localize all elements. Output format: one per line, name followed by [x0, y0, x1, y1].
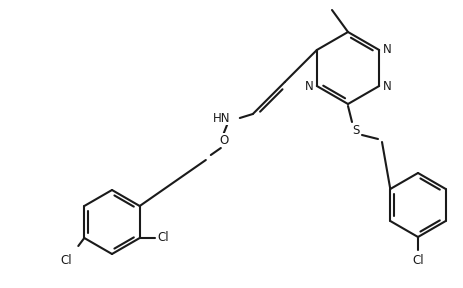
Text: Cl: Cl — [61, 254, 72, 267]
Text: HN: HN — [213, 111, 230, 124]
Text: N: N — [382, 81, 391, 94]
Text: S: S — [351, 124, 359, 137]
Text: N: N — [382, 43, 391, 56]
Text: Cl: Cl — [157, 232, 169, 245]
Text: O: O — [219, 134, 228, 147]
Text: N: N — [304, 81, 313, 94]
Text: Cl: Cl — [411, 254, 423, 267]
